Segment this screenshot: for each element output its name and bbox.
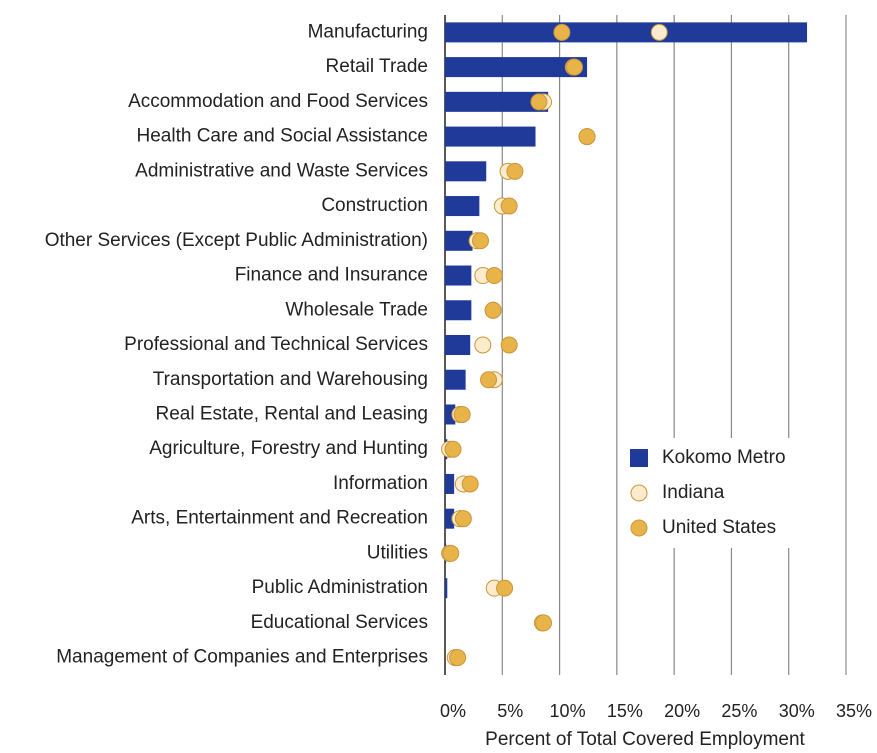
x-tick-label: 30% <box>779 701 815 721</box>
bar <box>445 91 549 112</box>
dot <box>474 336 492 354</box>
x-tick-label: 5% <box>497 701 523 721</box>
category-label: Retail Trade <box>326 56 428 77</box>
dot <box>461 475 479 493</box>
legend-label: Kokomo Metro <box>662 447 786 468</box>
dot <box>553 23 571 41</box>
category-label: Arts, Entertainment and Recreation <box>131 508 428 529</box>
category-label: Other Services (Except Public Administra… <box>45 230 428 251</box>
category-label: Management of Companies and Enterprises <box>56 647 428 668</box>
x-tick-label: 35% <box>836 701 872 721</box>
bar <box>445 473 455 494</box>
legend-box <box>618 438 833 548</box>
x-tick-label: 10% <box>550 701 586 721</box>
dot <box>480 371 498 389</box>
category-label: Utilities <box>367 542 428 563</box>
category-label: Manufacturing <box>308 21 428 42</box>
category-label: Information <box>333 473 428 494</box>
bar <box>445 300 472 321</box>
category-label: Real Estate, Rental and Leasing <box>155 403 428 424</box>
dot <box>496 579 514 597</box>
x-tick-label: 0% <box>440 701 466 721</box>
dot <box>565 58 583 76</box>
dot <box>535 614 553 632</box>
legend-swatch <box>630 484 648 502</box>
dot <box>444 440 462 458</box>
dot <box>530 93 548 111</box>
dot <box>506 162 524 180</box>
bar <box>445 196 480 217</box>
x-tick-label: 15% <box>607 701 643 721</box>
bar <box>445 126 536 147</box>
category-label: Finance and Insurance <box>235 265 428 286</box>
legend-label: Indiana <box>662 482 725 503</box>
dot <box>485 267 503 285</box>
dot <box>484 301 502 319</box>
legend-label: United States <box>662 517 776 538</box>
bar <box>445 335 471 355</box>
dot <box>472 232 490 250</box>
category-label: Transportation and Warehousing <box>153 369 428 390</box>
dot <box>453 405 471 423</box>
x-tick-label: 20% <box>664 701 700 721</box>
category-label: Administrative and Waste Services <box>135 160 428 181</box>
dot <box>449 649 467 667</box>
bar <box>445 230 473 251</box>
category-label: Wholesale Trade <box>285 299 428 320</box>
dot <box>650 23 668 41</box>
x-tick-label: 25% <box>721 701 757 721</box>
bar <box>445 265 472 286</box>
dot <box>578 128 596 146</box>
bar <box>445 508 455 529</box>
bar <box>445 578 448 599</box>
x-axis-title: Percent of Total Covered Employment <box>485 729 805 750</box>
dot <box>454 510 472 528</box>
category-label: Professional and Technical Services <box>124 334 428 355</box>
bar <box>445 22 808 43</box>
dot <box>442 544 460 562</box>
bar <box>445 161 487 182</box>
category-label: Construction <box>321 195 428 216</box>
category-label: Agriculture, Forestry and Hunting <box>149 438 428 459</box>
category-label: Health Care and Social Assistance <box>137 126 429 147</box>
bar <box>445 369 466 390</box>
dot <box>500 336 518 354</box>
bar <box>445 57 588 78</box>
category-label: Public Administration <box>252 577 428 598</box>
bar <box>445 404 456 425</box>
category-label: Accommodation and Food Services <box>128 91 428 112</box>
dot <box>500 197 518 215</box>
legend-swatch <box>630 519 648 537</box>
legend-swatch <box>630 449 648 467</box>
category-label: Educational Services <box>251 612 428 633</box>
